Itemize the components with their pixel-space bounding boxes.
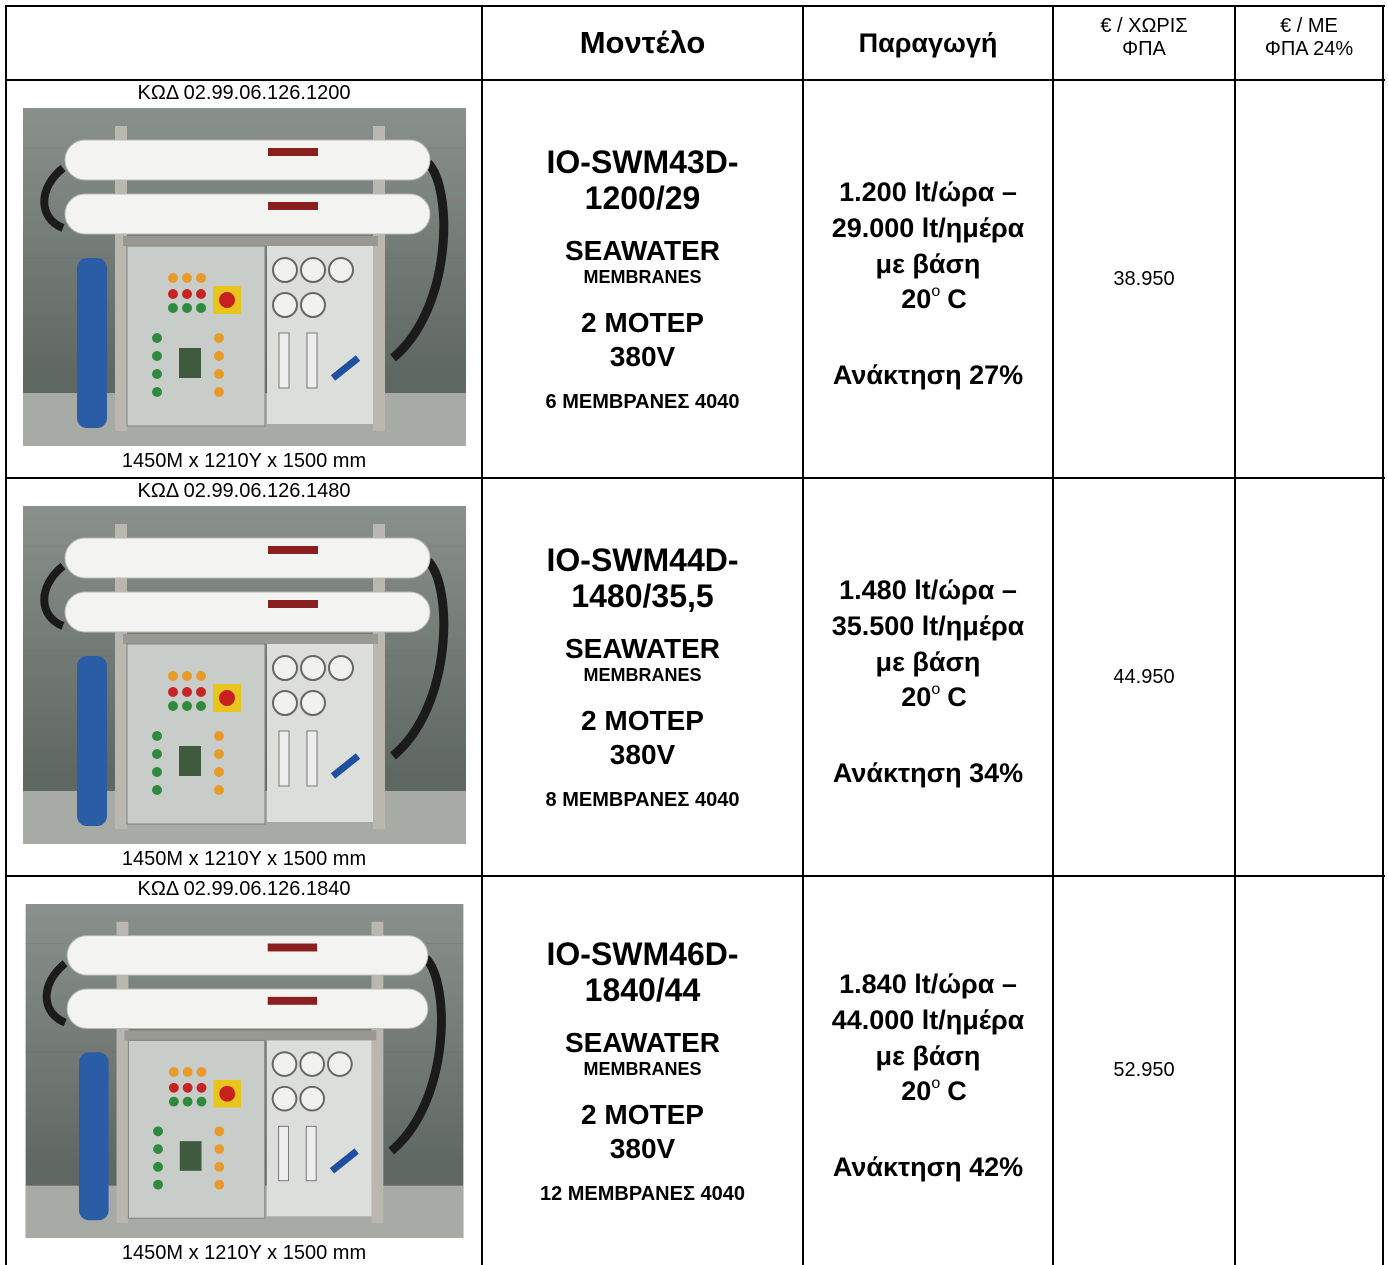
header-production: Παραγωγή <box>804 7 1052 79</box>
price: 44.950 <box>1113 666 1174 689</box>
price: 38.950 <box>1113 268 1174 291</box>
water-type: SEAWATER <box>565 236 720 266</box>
voltage: 380V <box>610 340 675 374</box>
production-line: με βάση <box>876 246 981 282</box>
price-vat-cell <box>1236 877 1382 1264</box>
header-text: ΦΠΑ 24% <box>1265 38 1353 61</box>
product-dimensions: 1450Μ x 1210Υ x 1500 mm <box>122 1242 366 1264</box>
membranes-label: MEMBRANES <box>583 664 701 686</box>
motor: 2 ΜΟΤΕΡ <box>581 704 704 738</box>
degree-mark: o <box>931 1075 940 1092</box>
production-line: 44.000 lt/ημέρα <box>832 1002 1025 1038</box>
degree-mark: o <box>931 283 940 300</box>
recovery: Ανάκτηση 42% <box>833 1150 1023 1184</box>
membranes: 8 ΜΕΜΒΡΑΝΕΣ 4040 <box>546 788 740 812</box>
production-line: με βάση <box>876 1038 981 1074</box>
production-line: 35.500 lt/ημέρα <box>832 608 1025 644</box>
product-photo <box>23 904 466 1238</box>
recovery: Ανάκτηση 27% <box>833 358 1023 392</box>
temperature-unit: C <box>947 1076 967 1106</box>
header-text: ΦΠΑ <box>1122 38 1166 61</box>
header-text: Παραγωγή <box>859 28 998 59</box>
membranes-label: MEMBRANES <box>583 1058 701 1080</box>
price-vat-cell <box>1236 479 1382 875</box>
header-text: € / ΜΕ <box>1280 15 1338 38</box>
temperature-value: 20 <box>901 284 931 314</box>
model-name: 1200/29 <box>585 180 701 216</box>
product-code: ΚΩΔ 02.99.06.126.1480 <box>138 479 351 503</box>
product-cell: ΚΩΔ 02.99.06.126.1480 1450Μ x 1210Υ x 15… <box>7 479 481 875</box>
water-type: SEAWATER <box>565 634 720 664</box>
product-dimensions: 1450Μ x 1210Υ x 1500 mm <box>122 450 366 472</box>
production-line: 1.200 lt/ώρα – <box>839 174 1017 210</box>
product-cell: ΚΩΔ 02.99.06.126.1840 1450Μ x 1210Υ x 15… <box>7 877 481 1264</box>
header-text: Μοντέλο <box>580 25 706 61</box>
temperature-value: 20 <box>901 682 931 712</box>
price-cell: 52.950 <box>1054 877 1234 1264</box>
model-name: IO-SWM46D- <box>547 936 739 972</box>
model-name: IO-SWM44D- <box>547 542 739 578</box>
voltage: 380V <box>610 738 675 772</box>
model-name: 1840/44 <box>585 972 701 1008</box>
model-name: 1480/35,5 <box>571 578 713 614</box>
motor: 2 ΜΟΤΕΡ <box>581 1098 704 1132</box>
production-line: 1.840 lt/ώρα – <box>839 966 1017 1002</box>
motor: 2 ΜΟΤΕΡ <box>581 306 704 340</box>
product-photo <box>23 108 466 446</box>
price-table-page: ΜοντέλοΠαραγωγή€ / ΧΩΡΙΣΦΠΑ€ / ΜΕΦΠΑ 24%… <box>0 0 1388 1265</box>
membranes-label: MEMBRANES <box>583 266 701 288</box>
degree-mark: o <box>931 681 940 698</box>
water-type: SEAWATER <box>565 1028 720 1058</box>
production-line: 29.000 lt/ημέρα <box>832 210 1025 246</box>
product-photo <box>23 506 466 844</box>
temperature-value: 20 <box>901 1076 931 1106</box>
production-line: με βάση <box>876 644 981 680</box>
temperature-unit: C <box>947 284 967 314</box>
membranes: 12 ΜΕΜΒΡΑΝΕΣ 4040 <box>540 1182 745 1206</box>
header-text: € / ΧΩΡΙΣ <box>1100 15 1187 38</box>
product-dimensions: 1450Μ x 1210Υ x 1500 mm <box>122 848 366 870</box>
model-name: IO-SWM43D- <box>547 144 739 180</box>
product-code: ΚΩΔ 02.99.06.126.1200 <box>138 81 351 105</box>
voltage: 380V <box>610 1132 675 1166</box>
price-vat-cell <box>1236 81 1382 477</box>
header-model: Μοντέλο <box>483 7 802 79</box>
membranes: 6 ΜΕΜΒΡΑΝΕΣ 4040 <box>546 390 740 414</box>
product-code: ΚΩΔ 02.99.06.126.1840 <box>138 877 351 901</box>
price-cell: 38.950 <box>1054 81 1234 477</box>
recovery: Ανάκτηση 34% <box>833 756 1023 790</box>
production-line: 1.480 lt/ώρα – <box>839 572 1017 608</box>
column-border <box>1382 5 1384 1265</box>
product-cell: ΚΩΔ 02.99.06.126.1200 1450Μ x 1210Υ x 15… <box>7 81 481 477</box>
price: 52.950 <box>1113 1059 1174 1082</box>
price-cell: 44.950 <box>1054 479 1234 875</box>
temperature-unit: C <box>947 682 967 712</box>
